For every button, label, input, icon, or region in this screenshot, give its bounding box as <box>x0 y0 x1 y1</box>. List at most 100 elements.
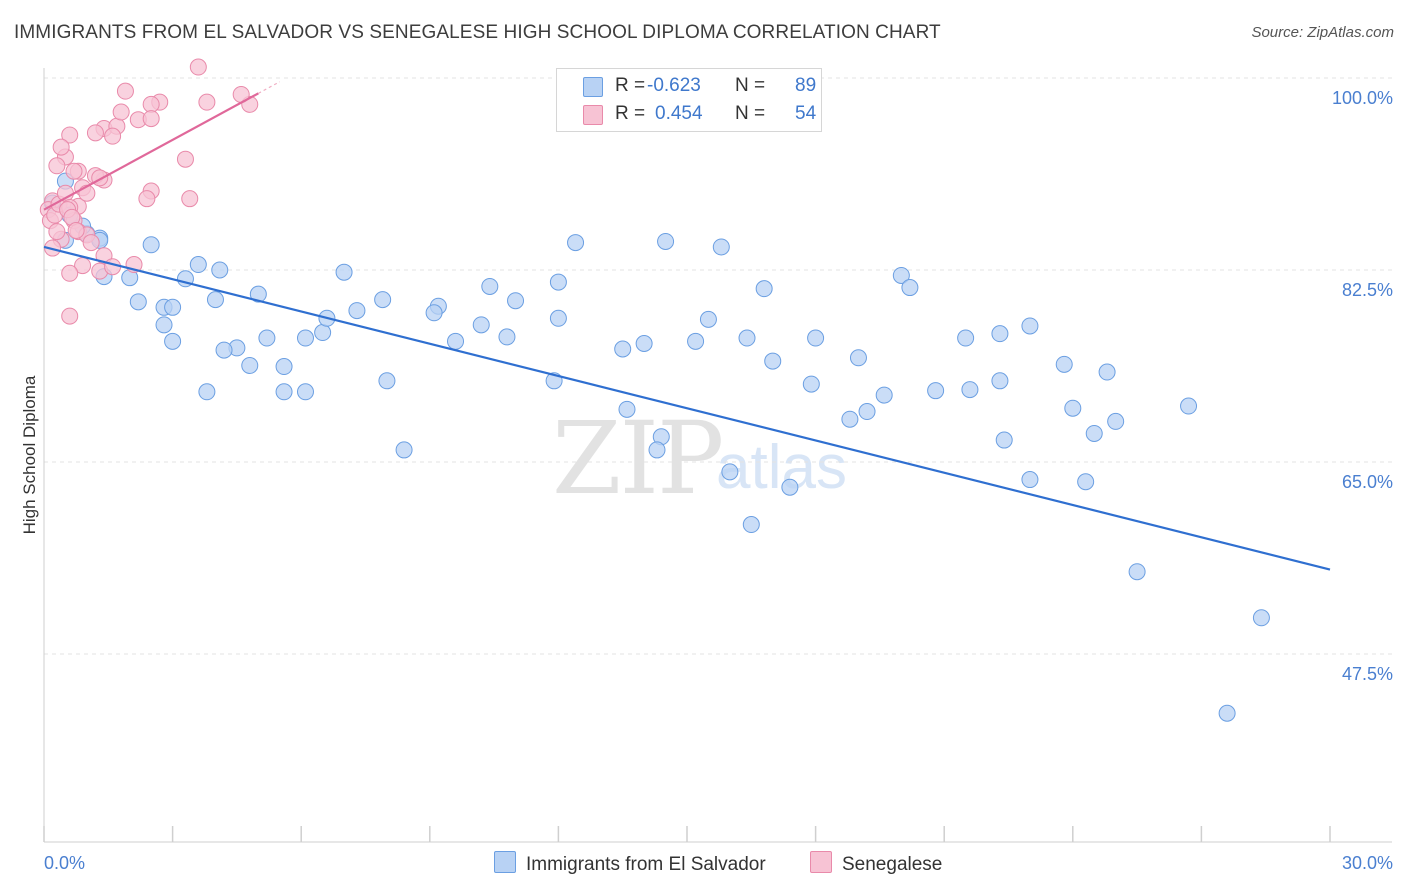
x-tick-label-end: 30.0% <box>1342 853 1393 873</box>
point-senegalese <box>48 157 66 175</box>
point-senegalese <box>198 93 216 111</box>
point-el-salvador <box>1180 397 1198 415</box>
point-el-salvador <box>635 335 653 353</box>
legend-swatch-senegalese <box>583 105 603 125</box>
point-el-salvador <box>447 332 465 350</box>
point-el-salvador <box>164 298 182 316</box>
point-el-salvador <box>721 463 739 481</box>
point-el-salvador <box>374 291 392 309</box>
point-el-salvador <box>378 372 396 390</box>
point-senegalese <box>86 124 104 142</box>
y-tick-label: 65.0% <box>1342 472 1393 492</box>
point-el-salvador <box>296 329 314 347</box>
point-el-salvador <box>395 441 413 459</box>
point-senegalese <box>176 150 194 168</box>
point-el-salvador <box>189 256 207 274</box>
point-el-salvador <box>712 238 730 256</box>
point-el-salvador <box>807 329 825 347</box>
point-senegalese <box>48 223 66 241</box>
legend-n-value: 54 <box>795 103 817 124</box>
legend-n-label: N = <box>735 103 766 124</box>
bottom-legend-swatch-el-salvador <box>494 851 516 873</box>
point-el-salvador <box>1021 317 1039 335</box>
point-el-salvador <box>155 316 173 334</box>
point-senegalese <box>116 82 134 100</box>
point-senegalese <box>82 234 100 252</box>
point-el-salvador <box>215 341 233 359</box>
point-senegalese <box>61 126 79 144</box>
point-el-salvador <box>687 332 705 350</box>
bottom-legend-label: Immigrants from El Salvador <box>526 854 766 875</box>
point-el-salvador <box>1055 355 1073 373</box>
point-el-salvador <box>296 383 314 401</box>
point-el-salvador <box>249 285 267 303</box>
point-el-salvador <box>858 403 876 421</box>
point-el-salvador <box>142 236 160 254</box>
point-el-salvador <box>995 431 1013 449</box>
legend-n-label: N = <box>735 75 766 96</box>
point-el-salvador <box>425 304 443 322</box>
point-el-salvador <box>258 329 276 347</box>
point-el-salvador <box>991 325 1009 343</box>
point-senegalese <box>104 127 122 145</box>
point-el-salvador <box>1128 563 1146 581</box>
point-el-salvador <box>991 372 1009 390</box>
watermark-zip: ZIP <box>552 400 724 517</box>
y-tick-label: 47.5% <box>1342 664 1393 684</box>
y-tick-label: 82.5% <box>1342 280 1393 300</box>
point-el-salvador <box>507 292 525 310</box>
point-el-salvador <box>841 410 859 428</box>
point-el-salvador <box>781 478 799 496</box>
point-senegalese <box>138 190 156 208</box>
point-senegalese <box>61 307 79 325</box>
legend-r-label: R = <box>615 75 646 96</box>
point-el-salvador <box>764 352 782 370</box>
point-el-salvador <box>198 383 216 401</box>
point-senegalese <box>104 258 122 276</box>
point-el-salvador <box>1077 473 1095 491</box>
point-el-salvador <box>241 356 259 374</box>
point-senegalese <box>67 222 85 240</box>
point-senegalese <box>189 58 207 76</box>
point-el-salvador <box>755 280 773 298</box>
point-el-salvador <box>875 386 893 404</box>
point-senegalese <box>65 162 83 180</box>
point-senegalese <box>52 138 70 156</box>
bottom-legend-swatch-senegalese <box>810 851 832 873</box>
point-el-salvador <box>892 266 910 284</box>
chart-title: IMMIGRANTS FROM EL SALVADOR VS SENEGALES… <box>14 22 941 43</box>
point-el-salvador <box>549 309 567 327</box>
trendline-extension-senegalese <box>258 81 281 94</box>
y-tick-label: 100.0% <box>1332 88 1393 108</box>
point-el-salvador <box>1085 424 1103 442</box>
watermark-atlas: atlas <box>716 433 847 502</box>
point-senegalese <box>142 110 160 128</box>
point-el-salvador <box>618 400 636 418</box>
point-el-salvador <box>648 441 666 459</box>
legend-r-value: 0.454 <box>655 103 703 124</box>
point-el-salvador <box>275 358 293 376</box>
x-tick-label-start: 0.0% <box>44 853 85 873</box>
point-senegalese <box>181 190 199 208</box>
legend-n-value: 89 <box>795 75 817 96</box>
point-el-salvador <box>849 349 867 367</box>
bottom-legend-el-salvador: Immigrants from El Salvador <box>494 851 766 876</box>
point-senegalese <box>112 103 130 121</box>
point-senegalese <box>142 95 160 113</box>
point-el-salvador <box>164 332 182 350</box>
point-el-salvador <box>961 381 979 399</box>
point-el-salvador <box>742 516 760 534</box>
point-el-salvador <box>498 328 516 346</box>
legend-r-value: -0.623 <box>647 75 701 96</box>
point-el-salvador <box>1218 704 1236 722</box>
bottom-legend-label: Senegalese <box>842 854 943 875</box>
point-el-salvador <box>211 261 229 279</box>
point-el-salvador <box>1107 412 1125 430</box>
point-el-salvador <box>927 382 945 400</box>
stats-legend: R = -0.623 N = 89 R = 0.454 N = 54 <box>556 68 822 132</box>
bottom-legend-senegalese: Senegalese <box>810 851 942 876</box>
point-el-salvador <box>567 234 585 252</box>
point-el-salvador <box>1252 609 1270 627</box>
legend-swatch-el-salvador <box>583 77 603 97</box>
